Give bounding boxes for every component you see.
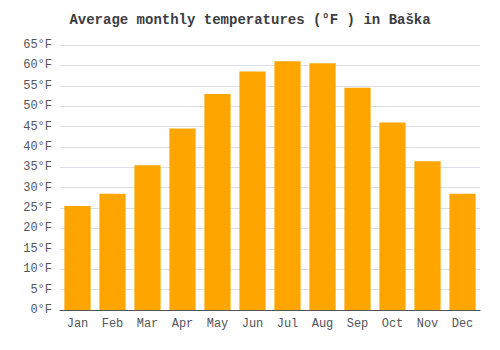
svg-text:30°F: 30°F xyxy=(23,181,52,195)
svg-text:50°F: 50°F xyxy=(23,99,52,113)
svg-text:55°F: 55°F xyxy=(23,79,52,93)
svg-text:Dec: Dec xyxy=(452,317,474,331)
svg-text:Sep: Sep xyxy=(347,317,369,331)
svg-text:Nov: Nov xyxy=(417,317,439,331)
svg-text:20°F: 20°F xyxy=(23,221,52,235)
svg-text:Average monthly temperatures (: Average monthly temperatures (°F ) in Ba… xyxy=(69,12,431,28)
svg-text:35°F: 35°F xyxy=(23,160,52,174)
svg-text:5°F: 5°F xyxy=(30,283,52,297)
svg-text:Feb: Feb xyxy=(102,317,124,331)
svg-text:Jul: Jul xyxy=(277,317,299,331)
svg-text:May: May xyxy=(207,317,229,331)
svg-text:Apr: Apr xyxy=(172,317,194,331)
svg-text:40°F: 40°F xyxy=(23,140,52,154)
svg-text:Jun: Jun xyxy=(242,317,264,331)
svg-text:45°F: 45°F xyxy=(23,120,52,134)
svg-text:Aug: Aug xyxy=(312,317,334,331)
svg-text:15°F: 15°F xyxy=(23,242,52,256)
svg-text:60°F: 60°F xyxy=(23,58,52,72)
svg-text:0°F: 0°F xyxy=(30,303,52,317)
svg-text:10°F: 10°F xyxy=(23,262,52,276)
svg-text:25°F: 25°F xyxy=(23,201,52,215)
svg-text:Mar: Mar xyxy=(137,317,159,331)
svg-text:65°F: 65°F xyxy=(23,38,52,52)
svg-text:Jan: Jan xyxy=(67,317,89,331)
svg-text:Oct: Oct xyxy=(382,317,404,331)
